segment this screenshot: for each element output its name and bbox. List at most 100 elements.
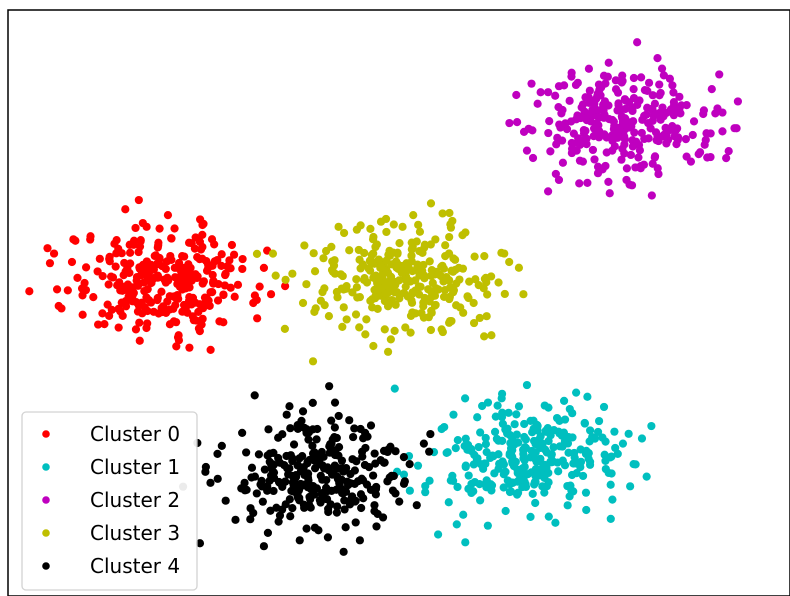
data-point bbox=[391, 300, 400, 309]
data-point bbox=[465, 277, 474, 286]
data-point bbox=[505, 118, 514, 128]
data-point bbox=[326, 440, 335, 449]
data-point bbox=[389, 471, 398, 481]
data-point bbox=[138, 218, 147, 228]
data-point bbox=[461, 228, 470, 237]
data-point bbox=[348, 455, 357, 464]
data-point bbox=[464, 293, 473, 303]
data-point bbox=[722, 154, 731, 163]
data-point bbox=[426, 271, 436, 280]
data-point bbox=[417, 308, 426, 318]
data-point bbox=[689, 117, 699, 126]
data-point bbox=[114, 244, 123, 253]
data-point bbox=[380, 325, 389, 334]
data-point bbox=[439, 277, 448, 286]
data-point bbox=[711, 109, 720, 118]
data-point bbox=[544, 403, 553, 412]
legend-marker-cluster-0 bbox=[42, 430, 50, 438]
data-point bbox=[217, 441, 226, 450]
data-point bbox=[606, 514, 615, 524]
data-point bbox=[637, 128, 646, 138]
data-point bbox=[551, 169, 560, 179]
data-point bbox=[598, 130, 607, 139]
data-point bbox=[206, 345, 215, 354]
data-point bbox=[732, 124, 741, 133]
data-point bbox=[242, 448, 251, 457]
data-point bbox=[585, 86, 594, 95]
data-point bbox=[143, 319, 152, 328]
data-point bbox=[386, 335, 395, 344]
data-point bbox=[191, 233, 200, 242]
data-point bbox=[205, 301, 214, 310]
data-point bbox=[213, 449, 222, 458]
data-point bbox=[332, 508, 341, 517]
data-point bbox=[497, 394, 506, 403]
data-point bbox=[508, 439, 517, 448]
data-point bbox=[553, 133, 562, 142]
data-point bbox=[263, 451, 272, 460]
data-point bbox=[492, 434, 501, 444]
data-point bbox=[519, 449, 528, 459]
data-point bbox=[217, 250, 226, 259]
data-point bbox=[733, 97, 743, 106]
data-point bbox=[499, 483, 508, 492]
data-point bbox=[647, 191, 656, 200]
data-point bbox=[247, 473, 256, 482]
data-point bbox=[673, 135, 682, 144]
data-point bbox=[281, 275, 290, 284]
data-point bbox=[464, 471, 473, 480]
data-point bbox=[578, 471, 588, 481]
data-point bbox=[461, 538, 470, 547]
data-point bbox=[259, 263, 269, 272]
data-point bbox=[373, 280, 382, 289]
data-point bbox=[334, 222, 343, 231]
data-point bbox=[278, 505, 287, 514]
data-point bbox=[542, 463, 551, 472]
data-point bbox=[126, 259, 135, 268]
data-point bbox=[419, 439, 428, 448]
data-point bbox=[593, 427, 603, 437]
data-point bbox=[493, 401, 502, 410]
data-point bbox=[309, 249, 318, 258]
data-point bbox=[449, 476, 458, 486]
data-point bbox=[526, 512, 535, 521]
data-point bbox=[607, 452, 616, 461]
data-point bbox=[323, 486, 332, 496]
data-point bbox=[483, 290, 492, 299]
data-point bbox=[268, 460, 277, 469]
data-point bbox=[544, 128, 553, 138]
data-point bbox=[361, 330, 370, 339]
data-point bbox=[447, 266, 456, 275]
data-point bbox=[510, 420, 519, 429]
data-point bbox=[175, 263, 184, 272]
data-point bbox=[229, 250, 239, 259]
data-point bbox=[531, 454, 540, 464]
data-point bbox=[43, 244, 52, 253]
data-point bbox=[338, 322, 347, 332]
data-point bbox=[452, 279, 461, 288]
data-point bbox=[563, 501, 572, 510]
data-point bbox=[285, 402, 294, 411]
data-point bbox=[397, 268, 406, 277]
data-point bbox=[304, 476, 313, 485]
data-point bbox=[286, 424, 295, 433]
data-point bbox=[426, 325, 436, 335]
data-point bbox=[178, 307, 187, 316]
data-point bbox=[369, 471, 378, 480]
data-point bbox=[296, 467, 306, 476]
data-point bbox=[498, 408, 507, 417]
data-point bbox=[366, 258, 376, 267]
data-point bbox=[662, 139, 671, 148]
data-point bbox=[368, 235, 378, 244]
data-point bbox=[521, 482, 531, 492]
data-point bbox=[207, 235, 217, 244]
data-point bbox=[636, 162, 645, 171]
data-point bbox=[588, 145, 598, 155]
data-point bbox=[230, 292, 239, 301]
data-point bbox=[82, 263, 91, 272]
data-point bbox=[350, 424, 359, 433]
data-point bbox=[331, 446, 340, 455]
data-point bbox=[219, 290, 228, 300]
data-point bbox=[512, 117, 522, 127]
data-point bbox=[522, 380, 532, 390]
